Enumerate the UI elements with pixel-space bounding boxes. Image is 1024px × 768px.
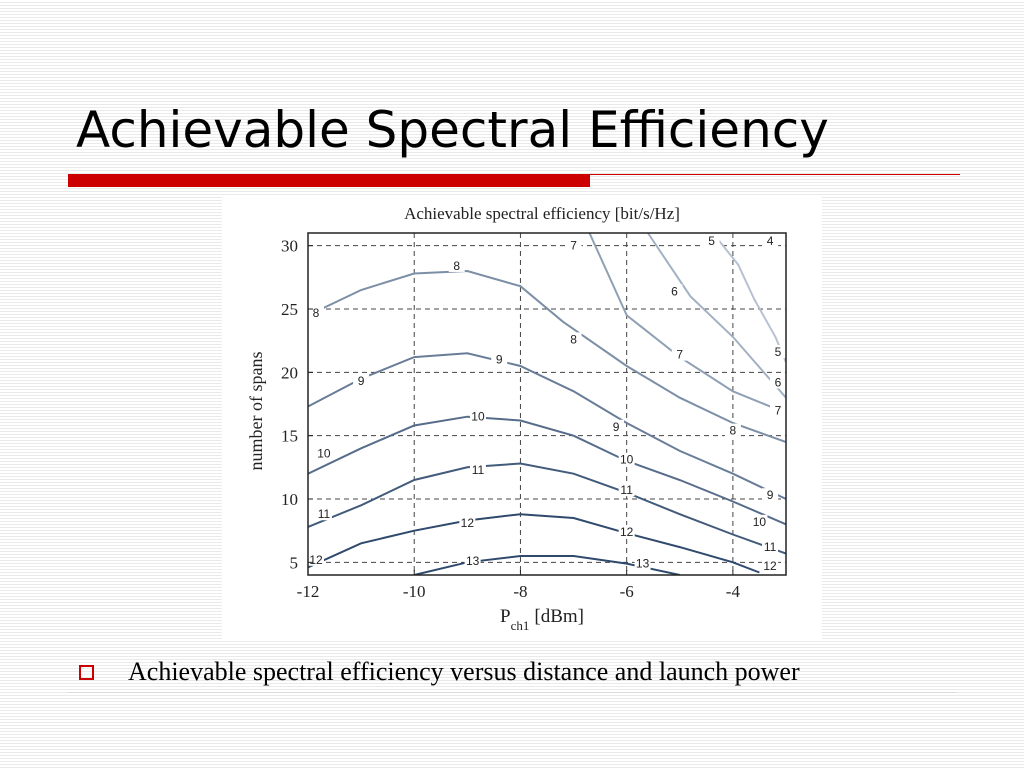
contour-label-bg bbox=[353, 374, 370, 388]
contour-label-bg bbox=[671, 347, 688, 361]
plot-frame bbox=[307, 232, 787, 576]
y-tick-label: 15 bbox=[281, 427, 298, 446]
contour-label-bg bbox=[618, 452, 635, 466]
y-tick-label: 20 bbox=[281, 363, 298, 382]
contour-label-bg bbox=[491, 352, 508, 366]
contour-line-7 bbox=[588, 233, 786, 414]
contour-label-bg bbox=[315, 507, 332, 521]
contour-label-8: 8 bbox=[313, 306, 320, 320]
contour-label-8: 8 bbox=[570, 332, 577, 346]
contour-label-bg bbox=[565, 332, 582, 346]
contour-label-11: 11 bbox=[318, 507, 331, 521]
contour-label-bg bbox=[469, 462, 486, 476]
contour-label-bg bbox=[608, 419, 625, 433]
title-divider bbox=[68, 174, 960, 187]
chart-title: Achievable spectral efficiency [bit/s/Hz… bbox=[404, 204, 680, 223]
x-axis-label-unit: [dBm] bbox=[534, 606, 584, 627]
contour-line-8 bbox=[308, 269, 786, 443]
y-tick-label: 30 bbox=[281, 237, 298, 256]
contour-label-13: 13 bbox=[466, 554, 480, 568]
contour-line-5 bbox=[716, 237, 786, 363]
contour-label-bg bbox=[459, 516, 476, 530]
contour-label-bg bbox=[762, 488, 779, 502]
y-axis-label: number of spans bbox=[246, 352, 266, 471]
contour-chart-svg: Achievable spectral efficiency [bit/s/Hz… bbox=[246, 204, 787, 633]
contour-label-bg bbox=[762, 234, 779, 247]
title-divider-bar bbox=[68, 174, 590, 187]
contour-line-11 bbox=[308, 462, 786, 555]
contour-label-bg bbox=[469, 409, 486, 423]
contour-label-9: 9 bbox=[496, 353, 503, 367]
contour-label-bg bbox=[565, 238, 582, 252]
contour-label-bg bbox=[724, 423, 741, 437]
contour-label-9: 9 bbox=[358, 374, 365, 388]
contour-label-9: 9 bbox=[767, 488, 774, 502]
title-divider-line bbox=[590, 174, 960, 175]
bottom-divider bbox=[68, 692, 956, 693]
contour-label-8: 8 bbox=[730, 424, 737, 438]
contour-label-10: 10 bbox=[753, 515, 767, 529]
contour-label-7: 7 bbox=[676, 348, 683, 362]
contour-label-bg bbox=[618, 483, 635, 497]
bullet-square-icon bbox=[79, 665, 94, 680]
contour-label-bg bbox=[770, 345, 786, 359]
contour-label-bg bbox=[762, 540, 779, 554]
contour-label-bg bbox=[751, 514, 768, 528]
axis-ticks: -12 -10 -8 -6 -4 5 10 15 20 25 30 bbox=[281, 237, 740, 601]
contour-chart: Achievable spectral efficiency [bit/s/Hz… bbox=[222, 197, 822, 639]
x-axis-label-subscript: ch1 bbox=[511, 618, 530, 633]
contour-label-10: 10 bbox=[471, 410, 485, 424]
contour-label-13: 13 bbox=[636, 557, 650, 571]
contour-labels: 4556677788889999101010101111111112121212… bbox=[308, 234, 786, 573]
contour-label-bg bbox=[315, 446, 332, 460]
contour-label-5: 5 bbox=[775, 345, 782, 359]
contour-label-12: 12 bbox=[763, 559, 777, 573]
x-tick-label: -6 bbox=[620, 582, 634, 601]
contour-line-12 bbox=[308, 513, 760, 574]
x-tick-label: -10 bbox=[403, 582, 426, 601]
contour-label-11: 11 bbox=[472, 463, 485, 477]
contour-label-8: 8 bbox=[453, 259, 460, 273]
contour-label-5: 5 bbox=[708, 234, 715, 248]
contour-line-10 bbox=[308, 415, 786, 526]
x-tick-label: -12 bbox=[297, 582, 320, 601]
contour-label-bg bbox=[448, 258, 465, 272]
contour-label-bg bbox=[666, 284, 683, 298]
contour-label-bg bbox=[703, 234, 720, 247]
contour-label-7: 7 bbox=[775, 403, 782, 417]
contour-lines bbox=[308, 233, 786, 575]
contour-label-11: 11 bbox=[764, 540, 777, 554]
contour-label-9: 9 bbox=[613, 420, 620, 434]
y-tick-label: 25 bbox=[281, 300, 298, 319]
bullet-text: Achievable spectral efficiency versus di… bbox=[128, 657, 800, 686]
slide-title: Achievable Spectral Efficiency bbox=[76, 101, 829, 159]
x-axis-label-symbol: P bbox=[500, 606, 511, 627]
contour-label-6: 6 bbox=[775, 375, 782, 389]
contour-label-bg bbox=[770, 375, 786, 389]
contour-label-bg bbox=[464, 554, 481, 568]
y-tick-label: 5 bbox=[290, 553, 299, 572]
y-tick-label: 10 bbox=[281, 490, 298, 509]
contour-label-bg bbox=[770, 403, 786, 417]
contour-label-11: 11 bbox=[620, 483, 633, 497]
x-axis-label: Pch1 [dBm] bbox=[500, 606, 584, 633]
contour-label-7: 7 bbox=[570, 239, 577, 253]
contour-label-bg bbox=[634, 556, 651, 570]
contour-label-4: 4 bbox=[767, 234, 774, 248]
contour-label-6: 6 bbox=[671, 284, 678, 298]
x-tick-label: -8 bbox=[513, 582, 527, 601]
contour-line-6 bbox=[647, 233, 786, 399]
contour-label-bg bbox=[618, 524, 635, 538]
contour-label-12: 12 bbox=[461, 516, 475, 530]
contour-label-10: 10 bbox=[317, 446, 331, 460]
contour-label-bg bbox=[762, 559, 779, 573]
contour-line-9 bbox=[308, 352, 786, 500]
bullet-item: Achievable spectral efficiency versus di… bbox=[76, 655, 956, 695]
contour-label-10: 10 bbox=[620, 453, 634, 467]
contour-label-12: 12 bbox=[620, 525, 634, 539]
x-tick-label: -4 bbox=[726, 582, 741, 601]
contour-label-12: 12 bbox=[309, 553, 323, 567]
